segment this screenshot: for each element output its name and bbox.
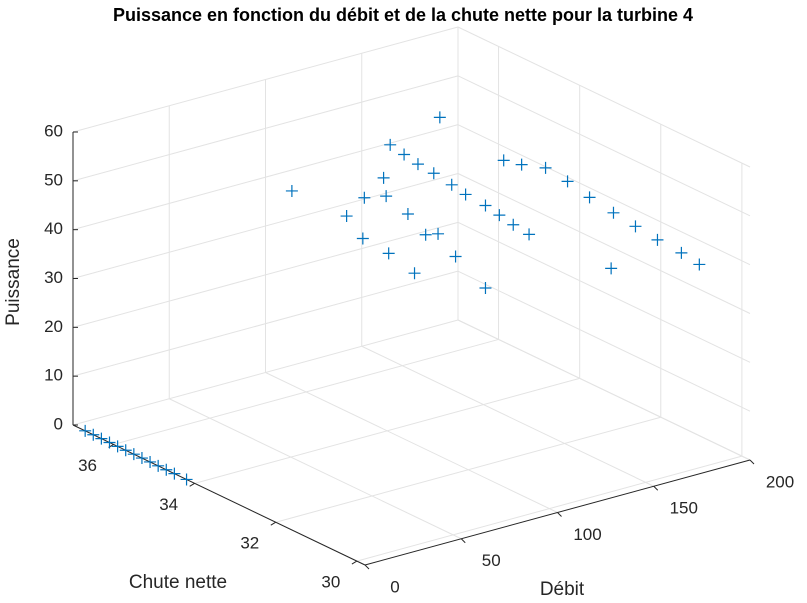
- data-point: [493, 209, 506, 222]
- data-point: [180, 473, 193, 486]
- data-point: [479, 199, 492, 212]
- grid-line: [457, 270, 751, 412]
- y-tick-label: 30: [321, 573, 340, 592]
- x-axis-title: Débit: [540, 579, 585, 600]
- grid-line: [72, 270, 459, 377]
- z-tick-label: 0: [54, 414, 63, 433]
- x-tick-label: 150: [670, 499, 698, 518]
- data-point: [168, 467, 181, 480]
- grid-line: [457, 221, 751, 363]
- data-point: [408, 267, 421, 280]
- grid-line: [72, 26, 459, 133]
- data-point: [401, 207, 414, 220]
- data-point: [382, 247, 395, 260]
- z-tick-label: 60: [44, 121, 63, 140]
- data-point: [419, 228, 432, 241]
- data-point: [384, 138, 397, 151]
- z-tick-label: 10: [44, 366, 63, 385]
- z-tick-label: 40: [44, 219, 63, 238]
- grid-line: [194, 377, 580, 484]
- data-point: [583, 191, 596, 204]
- grid-line: [169, 398, 462, 540]
- grid-line: [72, 221, 459, 328]
- data-point: [377, 171, 390, 184]
- grid-line: [275, 416, 661, 523]
- grid-line: [72, 75, 459, 182]
- grid-line: [361, 345, 654, 487]
- y-axis-title: Chute nette: [129, 572, 227, 593]
- y-tick: [351, 560, 358, 565]
- data-point: [87, 428, 100, 441]
- z-tick-label: 50: [44, 170, 63, 189]
- x-tick: [749, 459, 755, 465]
- x-tick: [364, 564, 370, 570]
- data-point: [356, 232, 369, 245]
- data-point: [607, 206, 620, 219]
- grid-line: [356, 455, 743, 562]
- x-tick: [653, 485, 659, 491]
- x-tick-label: 50: [482, 551, 501, 570]
- y-tick: [189, 482, 195, 487]
- y-tick: [270, 521, 277, 526]
- grid-line: [72, 124, 459, 231]
- grid-line: [457, 319, 751, 461]
- data-point: [411, 158, 424, 171]
- z-tick-label: 20: [44, 317, 63, 336]
- data-point: [523, 228, 536, 241]
- grid-line: [457, 173, 751, 314]
- grid-line: [457, 26, 751, 168]
- data-point: [432, 227, 445, 240]
- data-point: [111, 440, 124, 453]
- data-point: [103, 436, 116, 449]
- data-point: [561, 175, 574, 188]
- data-point: [152, 459, 165, 472]
- x-tick-label: 100: [573, 525, 601, 544]
- data-point: [427, 167, 440, 180]
- y-tick-label: 36: [78, 456, 97, 475]
- data-point: [629, 220, 642, 233]
- data-point: [675, 246, 688, 259]
- y-tick-label: 32: [240, 534, 259, 553]
- data-point: [445, 178, 458, 191]
- y-axis-line: [72, 424, 366, 566]
- data-point: [340, 210, 353, 223]
- data-point: [144, 455, 157, 468]
- data-point: [515, 158, 528, 171]
- data-point: [380, 190, 393, 203]
- data-point: [79, 424, 92, 437]
- x-tick-label: 0: [390, 577, 399, 596]
- data-point: [433, 111, 446, 124]
- x-tick: [557, 512, 562, 517]
- data-point: [497, 154, 510, 167]
- grid-line: [457, 124, 751, 266]
- z-tick-label: 30: [44, 268, 63, 287]
- data-point: [160, 463, 173, 476]
- data-point: [459, 188, 472, 201]
- data-point: [693, 258, 706, 271]
- z-axis-title: Puissance: [3, 238, 24, 326]
- data-point: [119, 444, 132, 457]
- grid-line: [265, 372, 558, 513]
- data-point: [651, 233, 664, 246]
- data-point: [358, 191, 371, 204]
- chart-title: Puissance en fonction du débit et de la …: [113, 5, 693, 25]
- grid-line: [113, 338, 499, 445]
- data-point: [135, 452, 148, 465]
- data-point: [398, 148, 411, 161]
- grid-line: [457, 75, 751, 217]
- data-point: [449, 250, 462, 263]
- grid-line: [72, 173, 459, 279]
- x-tick: [460, 538, 466, 544]
- data-point: [507, 218, 520, 231]
- data-point: [95, 432, 108, 445]
- data-point: [127, 448, 140, 461]
- x-tick-label: 200: [766, 472, 794, 491]
- grid-line: [72, 319, 459, 426]
- data-point: [285, 184, 298, 197]
- data-point: [479, 282, 492, 295]
- y-tick-label: 34: [159, 495, 178, 514]
- data-point: [605, 262, 618, 275]
- data-point: [539, 161, 552, 174]
